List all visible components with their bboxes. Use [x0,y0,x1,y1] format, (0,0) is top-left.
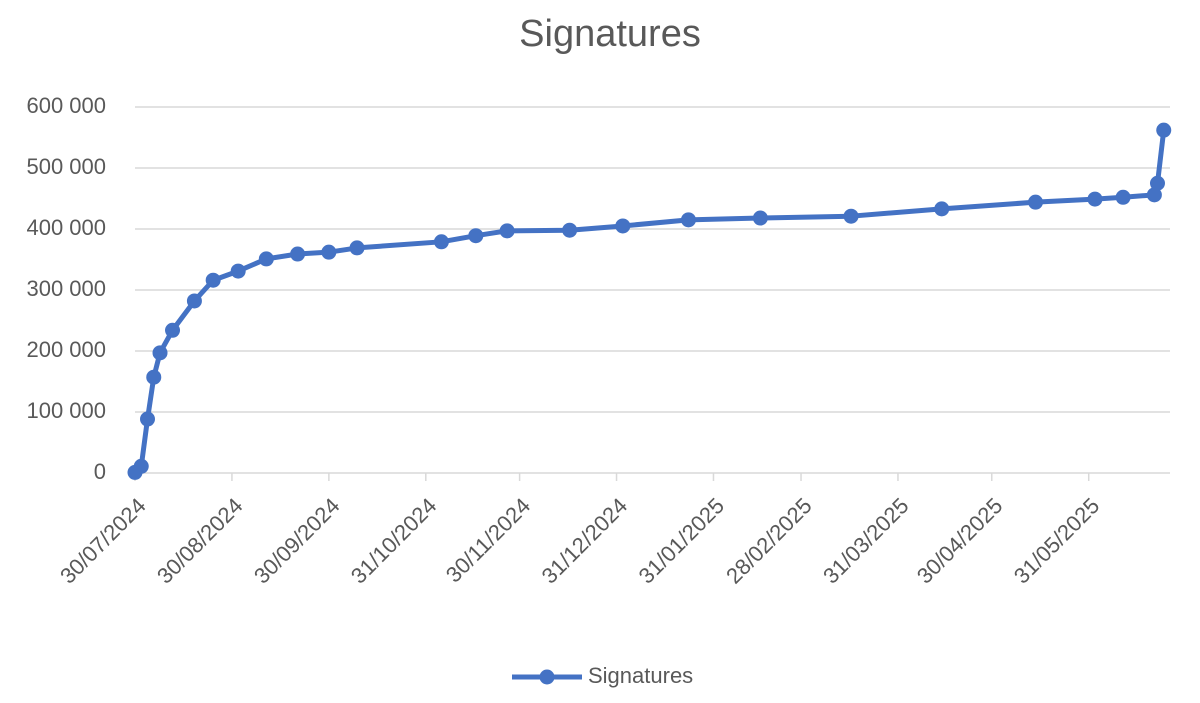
y-tick-label: 200 000 [26,337,106,362]
point [1087,191,1103,207]
series-line [133,129,1167,475]
point [349,240,365,256]
point [186,293,202,309]
point [615,218,631,234]
point [1115,189,1131,205]
point [468,228,484,244]
x-tick-label: 28/02/2025 [721,493,817,589]
y-tick-label: 400 000 [26,215,106,240]
point [230,263,246,279]
x-tick-label: 31/12/2024 [537,493,633,589]
x-tick-label: 30/11/2024 [441,493,535,587]
point [843,208,859,224]
chart-title: Signatures [519,13,701,55]
y-tick-label: 100 000 [26,398,106,423]
point [1028,194,1044,210]
y-tick-label: 500 000 [26,154,106,179]
point [205,272,221,288]
point [321,244,337,260]
y-tick-label: 300 000 [26,276,106,301]
point [433,234,449,250]
x-tick-label: 30/04/2025 [912,493,1008,589]
point [1149,175,1165,191]
y-tick-label: 600 000 [26,93,106,118]
x-tick-label: 31/10/2024 [346,493,442,589]
point [1156,122,1172,138]
x-tick-label: 31/05/2025 [1009,493,1105,589]
x-tick-label: 30/09/2024 [249,493,345,589]
point [752,210,768,226]
point [165,322,181,338]
point [680,212,696,228]
legend-marker [539,669,555,685]
point [140,411,156,427]
point [934,201,950,217]
point [562,222,578,238]
point [152,345,168,361]
point [290,246,306,262]
x-tick-label: 30/08/2024 [152,493,248,589]
point [1146,187,1162,203]
point [133,458,149,474]
legend-label: Signatures [588,663,693,688]
y-tick-label: 0 [94,459,106,484]
x-tick-label: 31/03/2025 [818,493,914,589]
x-tick-label: 30/07/2024 [55,493,151,589]
point [499,223,515,239]
x-tick-label: 31/01/2025 [634,493,730,589]
point [146,369,162,385]
point [258,251,274,267]
